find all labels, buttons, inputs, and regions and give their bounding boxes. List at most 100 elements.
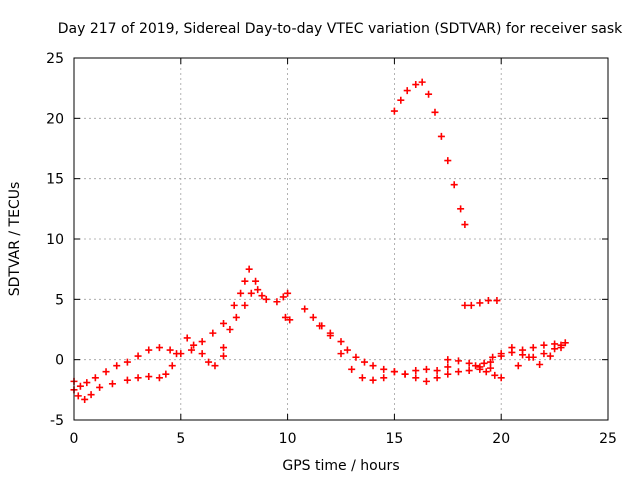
data-point bbox=[412, 81, 420, 89]
data-point bbox=[358, 374, 366, 382]
data-point bbox=[279, 293, 287, 301]
data-point bbox=[108, 380, 116, 388]
series-arc-11 bbox=[461, 297, 501, 309]
data-point bbox=[348, 365, 356, 373]
data-point bbox=[123, 358, 131, 366]
data-point bbox=[487, 364, 495, 372]
data-point bbox=[187, 346, 195, 354]
data-point bbox=[536, 360, 544, 368]
data-point bbox=[551, 345, 559, 353]
data-point bbox=[258, 292, 266, 300]
data-point bbox=[444, 370, 452, 378]
data-point bbox=[467, 301, 475, 309]
data-point bbox=[425, 90, 433, 98]
data-point bbox=[390, 368, 398, 376]
data-point bbox=[96, 383, 104, 391]
data-point bbox=[134, 352, 142, 360]
data-point bbox=[155, 344, 163, 352]
data-point bbox=[401, 370, 409, 378]
data-point bbox=[91, 374, 99, 382]
data-point bbox=[254, 286, 262, 294]
data-point bbox=[343, 346, 351, 354]
data-point bbox=[183, 334, 191, 342]
data-point bbox=[561, 339, 569, 347]
data-point bbox=[480, 359, 488, 367]
series-arc-3 bbox=[168, 334, 228, 370]
grid-layer bbox=[74, 58, 608, 420]
data-point bbox=[337, 350, 345, 358]
series-arc-6 bbox=[273, 289, 294, 324]
x-tick-label: 0 bbox=[70, 431, 79, 447]
y-tick-label: 25 bbox=[46, 51, 64, 67]
series-arc-8 bbox=[316, 322, 452, 384]
data-point bbox=[232, 313, 240, 321]
data-point bbox=[476, 363, 484, 371]
data-point bbox=[369, 376, 377, 384]
series-arc-14 bbox=[514, 344, 565, 370]
data-point bbox=[198, 350, 206, 358]
data-point bbox=[491, 371, 499, 379]
data-point bbox=[316, 322, 324, 330]
data-point bbox=[220, 344, 228, 352]
axis-ticks: 0 5 10 15 20 25 -5 0 5 10 15 20 25 bbox=[46, 51, 617, 447]
data-point bbox=[433, 374, 441, 382]
data-point bbox=[397, 96, 405, 104]
data-point bbox=[412, 367, 420, 375]
data-point bbox=[123, 376, 131, 384]
series-arc-2 bbox=[70, 344, 181, 390]
data-point bbox=[487, 358, 495, 366]
data-point bbox=[83, 379, 91, 387]
data-point bbox=[465, 359, 473, 367]
data-point bbox=[262, 295, 270, 303]
data-point bbox=[540, 341, 548, 349]
data-point bbox=[74, 392, 82, 400]
data-point bbox=[209, 329, 217, 337]
x-tick-label: 5 bbox=[176, 431, 185, 447]
data-point bbox=[422, 365, 430, 373]
data-point bbox=[454, 368, 462, 376]
data-point bbox=[493, 297, 501, 305]
x-axis-label: GPS time / hours bbox=[282, 458, 399, 474]
data-point bbox=[380, 365, 388, 373]
chart-title: Day 217 of 2019, Sidereal Day-to-day VTE… bbox=[58, 21, 623, 37]
x-tick-label: 20 bbox=[492, 431, 510, 447]
series-arc-9 bbox=[444, 356, 505, 382]
data-point bbox=[220, 352, 228, 360]
data-point bbox=[337, 338, 345, 346]
data-point bbox=[241, 301, 249, 309]
data-point bbox=[380, 374, 388, 382]
data-point bbox=[230, 301, 238, 309]
data-point bbox=[190, 341, 198, 349]
data-point bbox=[529, 344, 537, 352]
data-point bbox=[472, 362, 480, 370]
data-point bbox=[403, 87, 411, 95]
data-point bbox=[557, 344, 565, 352]
data-point bbox=[540, 350, 548, 358]
data-point bbox=[241, 277, 249, 285]
data-point bbox=[457, 205, 465, 213]
data-point bbox=[76, 382, 84, 390]
data-point bbox=[422, 377, 430, 385]
x-tick-label: 10 bbox=[279, 431, 297, 447]
data-point bbox=[284, 289, 292, 297]
data-point bbox=[497, 352, 505, 360]
data-point bbox=[177, 350, 185, 358]
y-tick-label: -5 bbox=[50, 413, 64, 429]
data-point bbox=[546, 352, 554, 360]
data-point bbox=[484, 297, 492, 305]
data-point bbox=[134, 374, 142, 382]
data-point bbox=[497, 374, 505, 382]
series-arc-10 bbox=[390, 78, 469, 229]
data-point bbox=[252, 277, 260, 285]
data-point bbox=[247, 289, 255, 297]
data-point bbox=[81, 395, 89, 403]
data-point bbox=[489, 353, 497, 361]
data-point bbox=[237, 289, 245, 297]
data-point bbox=[198, 338, 206, 346]
data-point bbox=[220, 319, 228, 327]
y-tick-label: 0 bbox=[55, 353, 64, 369]
data-point bbox=[476, 299, 484, 307]
data-point bbox=[145, 373, 153, 381]
data-point bbox=[205, 358, 213, 366]
